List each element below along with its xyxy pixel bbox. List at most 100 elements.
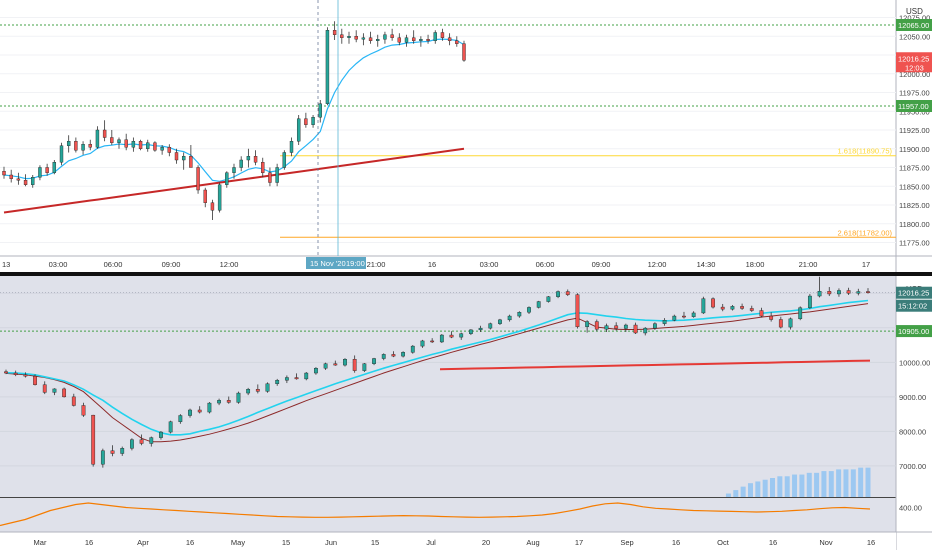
candle-body bbox=[261, 162, 265, 173]
lower-x-tick: Mar bbox=[34, 538, 47, 547]
lower-x-tick: Sep bbox=[620, 538, 633, 547]
daily-candle-body bbox=[265, 383, 270, 392]
daily-candle-body bbox=[701, 298, 706, 314]
lower-level-tag-bg bbox=[896, 325, 932, 338]
upper-x-tick: 13 bbox=[2, 260, 10, 269]
lower-x-tick: 16 bbox=[186, 538, 194, 547]
candle-body bbox=[404, 37, 409, 43]
lower-time-axis[interactable] bbox=[0, 532, 896, 550]
daily-candle-body bbox=[149, 437, 154, 444]
upper-price-axis[interactable] bbox=[896, 0, 932, 272]
level-top-tag-bg bbox=[896, 19, 932, 31]
lower-x-tick: Apr bbox=[137, 538, 149, 547]
daily-candle-body bbox=[372, 358, 376, 364]
candle-body bbox=[181, 156, 186, 161]
upper-y-tick: 11850.00 bbox=[899, 182, 930, 191]
daily-candle-body bbox=[575, 294, 580, 327]
oscillator-line bbox=[0, 502, 871, 527]
lower-x-tick: May bbox=[231, 538, 245, 547]
daily-candle-body bbox=[207, 402, 212, 413]
daily-candle-body bbox=[817, 290, 822, 297]
candle-body bbox=[347, 36, 351, 38]
fib-1618-label: 1.618(11890.75) bbox=[838, 147, 893, 156]
daily-candle-body bbox=[120, 448, 125, 454]
lower-price-axis[interactable] bbox=[896, 276, 932, 550]
candle-body bbox=[2, 171, 6, 176]
daily-candle-body bbox=[226, 400, 231, 403]
daily-candle-body bbox=[33, 375, 37, 385]
oscillator-area[interactable] bbox=[0, 498, 896, 532]
daily-candle-body bbox=[623, 324, 628, 329]
daily-candle-body bbox=[197, 409, 202, 413]
candle-body bbox=[232, 167, 236, 173]
daily-candle-body bbox=[536, 301, 541, 308]
daily-candle-body bbox=[52, 388, 57, 393]
candle-body bbox=[383, 34, 387, 40]
upper-x-tick: 16 bbox=[428, 260, 436, 269]
price-tag-value: 12016.25 bbox=[898, 54, 929, 63]
lower-y-tick: 10000.00 bbox=[899, 358, 930, 367]
daily-candle-body bbox=[604, 325, 609, 330]
lower-x-tick: 16 bbox=[867, 538, 875, 547]
volume-bar bbox=[806, 472, 812, 497]
panel-separator[interactable] bbox=[0, 272, 932, 276]
daily-candle-body bbox=[100, 450, 105, 465]
daily-candle-body bbox=[139, 439, 144, 444]
daily-candle-body bbox=[178, 415, 183, 422]
volume-bar bbox=[865, 467, 871, 497]
daily-candle-body bbox=[633, 324, 638, 334]
candle-body bbox=[23, 180, 28, 185]
upper-y-tick: 12000.00 bbox=[899, 70, 930, 79]
daily-candle-body bbox=[468, 329, 473, 334]
volume-bar bbox=[725, 493, 731, 497]
daily-candle-body bbox=[498, 319, 502, 324]
daily-candle-body bbox=[856, 291, 861, 294]
candle-body bbox=[225, 172, 229, 185]
candle-body bbox=[462, 43, 466, 61]
upper-x-tick: 18:00 bbox=[746, 260, 765, 269]
daily-candle-body bbox=[439, 334, 444, 343]
daily-candle-body bbox=[4, 371, 8, 374]
daily-candle-body bbox=[594, 321, 599, 330]
ema-slow-line bbox=[3, 147, 465, 214]
volume-bar bbox=[740, 486, 746, 497]
crosshair: 15 Nov '20 19:00 bbox=[306, 0, 366, 269]
volume-bar bbox=[799, 474, 805, 497]
upper-y-tick: 11925.00 bbox=[899, 126, 930, 135]
volume-bar bbox=[836, 469, 842, 497]
lower-x-tick: Jun bbox=[325, 538, 337, 547]
lower-x-tick: Oct bbox=[717, 538, 730, 547]
lower-levels bbox=[0, 292, 896, 332]
daily-candle-body bbox=[682, 315, 686, 318]
volume-bar bbox=[733, 490, 739, 497]
crosshair-date: 15 Nov '20 bbox=[310, 259, 346, 268]
daily-candle-body bbox=[846, 290, 851, 294]
candle-body bbox=[38, 167, 42, 178]
lower-x-tick: 20 bbox=[482, 538, 490, 547]
daily-candle-body bbox=[362, 363, 367, 371]
candle-body bbox=[9, 174, 13, 179]
candle-body bbox=[210, 202, 215, 211]
candle-body bbox=[124, 139, 128, 148]
upper-x-tick: 06:00 bbox=[536, 260, 555, 269]
upper-plot-area[interactable] bbox=[0, 0, 896, 256]
daily-candle-body bbox=[807, 295, 812, 308]
lower-x-tick: Nov bbox=[819, 538, 833, 547]
candle-body bbox=[289, 141, 294, 153]
candle-body bbox=[117, 139, 121, 143]
daily-candle-body bbox=[740, 306, 744, 309]
daily-candle-body bbox=[42, 384, 47, 393]
lower-x-axis: Mar 16 Apr 16 May 15 Jun 15 Jul 20 Aug 17 Sep 16 Oct 16… bbox=[34, 538, 876, 547]
fib-2618-label: 2.618(11782.00) bbox=[838, 228, 893, 237]
daily-candle-body bbox=[343, 359, 347, 366]
daily-candle-body bbox=[788, 318, 793, 328]
candle-body bbox=[138, 141, 143, 149]
candle-body bbox=[268, 172, 272, 183]
candle-body bbox=[433, 32, 437, 41]
daily-candle-body bbox=[556, 291, 560, 297]
daily-candle-body bbox=[91, 414, 96, 465]
candle-body bbox=[153, 142, 157, 151]
lower-plot-area[interactable] bbox=[0, 276, 896, 497]
price-tag-countdown: 12:03 bbox=[905, 63, 924, 72]
